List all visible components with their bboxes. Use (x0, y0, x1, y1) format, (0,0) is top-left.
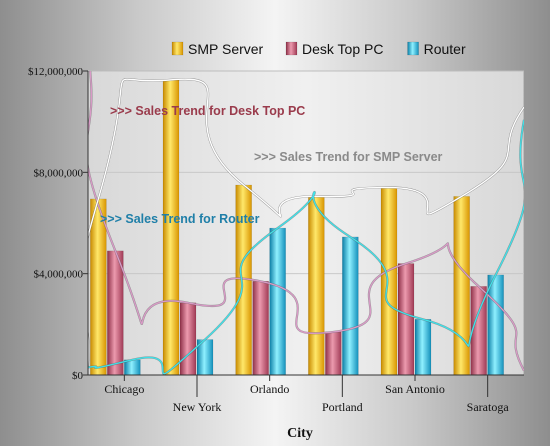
trend-annotation: >>> Sales Trend for Desk Top PC (110, 104, 305, 118)
trend-annotation: >>> Sales Trend for Router (100, 212, 260, 226)
y-tick-label: $8,000,000 (34, 167, 84, 179)
bar-router (269, 227, 286, 376)
y-tick-label: $12,000,000 (28, 66, 84, 78)
trend-annotations: >>> Sales Trend for Desk Top PC >>> Sales… (100, 104, 443, 226)
bar-router (487, 274, 504, 376)
x-tick-label: Chicago (104, 382, 144, 396)
x-tick-label: Saratoga (467, 400, 510, 414)
legend-label: SMP Server (188, 41, 264, 57)
legend-swatch (171, 41, 184, 56)
legend-swatch (285, 41, 298, 56)
bar-desk-top-pc (107, 250, 124, 376)
bar-smp-server (308, 196, 325, 376)
x-tick-label: New York (173, 400, 222, 414)
trend-line-desk-top-pc (88, 71, 524, 371)
bar-router (414, 319, 432, 376)
x-tick-label: San Antonio (385, 382, 445, 396)
bar-smp-server (380, 187, 398, 376)
plot-area (87, 70, 525, 376)
trend-line-smp-server (88, 78, 524, 367)
bar-desk-top-pc (252, 281, 269, 376)
legend-swatch (407, 41, 419, 56)
y-tick-label: $0 (72, 370, 84, 382)
bar-desk-top-pc (179, 302, 197, 376)
x-tick-label: Orlando (250, 382, 289, 396)
gridlines (88, 70, 524, 275)
bars (90, 79, 504, 376)
y-tick-label: $4,000,000 (34, 269, 84, 281)
x-tick-label: Portland (322, 400, 363, 414)
legend-label: Router (424, 41, 466, 57)
trend-annotation: >>> Sales Trend for SMP Server (254, 150, 443, 164)
legend-label: Desk Top PC (302, 41, 383, 57)
bar-desk-top-pc (397, 263, 415, 376)
x-axis-title: City (287, 426, 313, 441)
trend-line-router (88, 119, 524, 375)
trend-lines (88, 71, 524, 375)
axes: $0 $4,000,000 $8,000,000 $12,000,000 Chicago… (28, 66, 524, 441)
bar-desk-top-pc (325, 331, 342, 376)
bar-smp-server (162, 79, 180, 376)
bar-smp-server (453, 196, 470, 376)
bar-router (342, 236, 359, 376)
legend: SMP Server Desk Top PC Router (171, 41, 466, 57)
